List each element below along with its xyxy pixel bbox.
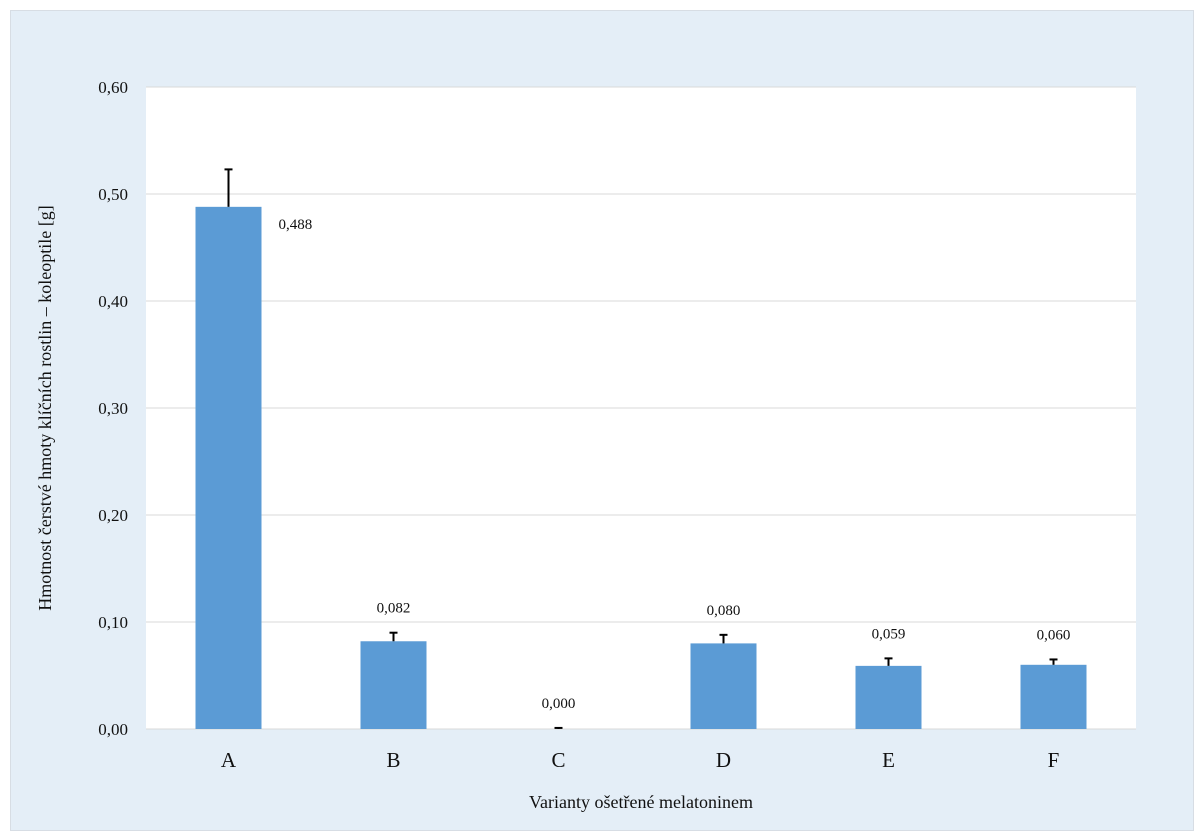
bar-D [690,643,757,729]
bar-B [360,641,427,729]
bar-A [195,206,262,730]
y-axis-ticks: 0,00 0,10 0,20 0,30 0,40 0,50 0,60 [98,78,128,739]
x-tick-label-C: C [551,748,565,772]
x-tick-label-E: E [882,748,895,772]
y-tick-label: 0,20 [98,506,128,525]
y-tick-label: 0,60 [98,78,128,97]
x-tick-label-B: B [386,748,400,772]
chart-frame: 0,00 0,10 0,20 0,30 0,40 0,50 0,60 0,488 0,082 0… [10,10,1194,831]
y-tick-label: 0,50 [98,185,128,204]
x-axis-title: Varianty ošetřené melatoninem [529,792,753,812]
gridlines [146,86,1136,730]
data-label-A: 0,488 [279,217,313,233]
y-tick-label: 0,30 [98,399,128,418]
y-tick-label: 0,10 [98,613,128,632]
y-tick-label: 0,40 [98,292,128,311]
y-tick-label: 0,00 [98,720,128,739]
x-tick-label-D: D [716,748,731,772]
bar-E [855,665,922,729]
x-axis-ticks: A B C D E F [221,748,1059,772]
bar-F [1020,664,1087,729]
bars [195,206,1087,730]
data-label-F: 0,060 [1037,627,1071,643]
x-tick-label-F: F [1048,748,1060,772]
data-label-C: 0,000 [542,696,576,712]
y-axis-title: Hmotnost čerstvé hmoty klíčních rostlin … [35,205,55,610]
bar-chart: 0,000,100,200,300,400,500,60 0,4880,0820… [35,78,1136,812]
data-label-D: 0,080 [707,603,741,619]
x-tick-label-A: A [221,748,237,772]
data-label-B: 0,082 [377,601,411,617]
data-label-E: 0,059 [872,626,906,642]
error-bars [224,168,1058,729]
data-labels: 0,488 0,082 0,000 0,080 0,059 0,060 [279,217,1071,712]
